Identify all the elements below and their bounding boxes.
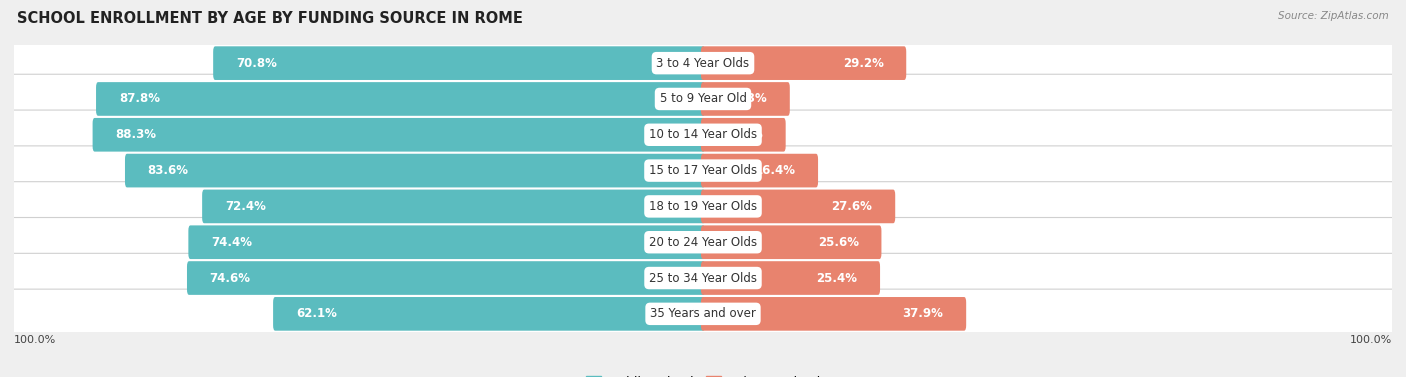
FancyBboxPatch shape xyxy=(188,225,704,259)
FancyBboxPatch shape xyxy=(10,74,1396,124)
Text: 16.4%: 16.4% xyxy=(754,164,796,177)
Text: Source: ZipAtlas.com: Source: ZipAtlas.com xyxy=(1278,11,1389,21)
FancyBboxPatch shape xyxy=(702,190,896,223)
Text: 88.3%: 88.3% xyxy=(115,128,156,141)
Legend: Public School, Private School: Public School, Private School xyxy=(586,375,820,377)
FancyBboxPatch shape xyxy=(10,182,1396,231)
Text: 35 Years and over: 35 Years and over xyxy=(650,307,756,320)
Text: 10 to 14 Year Olds: 10 to 14 Year Olds xyxy=(650,128,756,141)
Text: 87.8%: 87.8% xyxy=(118,92,160,106)
FancyBboxPatch shape xyxy=(10,110,1396,159)
FancyBboxPatch shape xyxy=(702,297,966,331)
FancyBboxPatch shape xyxy=(10,38,1396,88)
Text: 74.6%: 74.6% xyxy=(209,271,250,285)
FancyBboxPatch shape xyxy=(187,261,704,295)
Text: 29.2%: 29.2% xyxy=(842,57,883,70)
Text: 100.0%: 100.0% xyxy=(14,335,56,345)
Text: 25.4%: 25.4% xyxy=(817,271,858,285)
Text: 100.0%: 100.0% xyxy=(1350,335,1392,345)
FancyBboxPatch shape xyxy=(702,46,907,80)
Text: 72.4%: 72.4% xyxy=(225,200,266,213)
Text: 11.7%: 11.7% xyxy=(723,128,763,141)
FancyBboxPatch shape xyxy=(214,46,704,80)
Text: 62.1%: 62.1% xyxy=(295,307,336,320)
Text: 25 to 34 Year Olds: 25 to 34 Year Olds xyxy=(650,271,756,285)
FancyBboxPatch shape xyxy=(702,225,882,259)
Text: 18 to 19 Year Olds: 18 to 19 Year Olds xyxy=(650,200,756,213)
Text: 20 to 24 Year Olds: 20 to 24 Year Olds xyxy=(650,236,756,249)
Text: 27.6%: 27.6% xyxy=(831,200,873,213)
FancyBboxPatch shape xyxy=(702,261,880,295)
Text: 12.3%: 12.3% xyxy=(727,92,768,106)
FancyBboxPatch shape xyxy=(125,154,704,187)
Text: 83.6%: 83.6% xyxy=(148,164,188,177)
FancyBboxPatch shape xyxy=(202,190,704,223)
FancyBboxPatch shape xyxy=(10,289,1396,339)
FancyBboxPatch shape xyxy=(10,218,1396,267)
Text: 70.8%: 70.8% xyxy=(236,57,277,70)
FancyBboxPatch shape xyxy=(702,82,790,116)
FancyBboxPatch shape xyxy=(10,253,1396,303)
FancyBboxPatch shape xyxy=(93,118,704,152)
Text: 15 to 17 Year Olds: 15 to 17 Year Olds xyxy=(650,164,756,177)
FancyBboxPatch shape xyxy=(96,82,704,116)
Text: 74.4%: 74.4% xyxy=(211,236,252,249)
Text: 3 to 4 Year Olds: 3 to 4 Year Olds xyxy=(657,57,749,70)
FancyBboxPatch shape xyxy=(702,118,786,152)
FancyBboxPatch shape xyxy=(10,146,1396,195)
Text: SCHOOL ENROLLMENT BY AGE BY FUNDING SOURCE IN ROME: SCHOOL ENROLLMENT BY AGE BY FUNDING SOUR… xyxy=(17,11,523,26)
Text: 25.6%: 25.6% xyxy=(818,236,859,249)
FancyBboxPatch shape xyxy=(702,154,818,187)
Text: 37.9%: 37.9% xyxy=(903,307,943,320)
FancyBboxPatch shape xyxy=(273,297,704,331)
Text: 5 to 9 Year Old: 5 to 9 Year Old xyxy=(659,92,747,106)
